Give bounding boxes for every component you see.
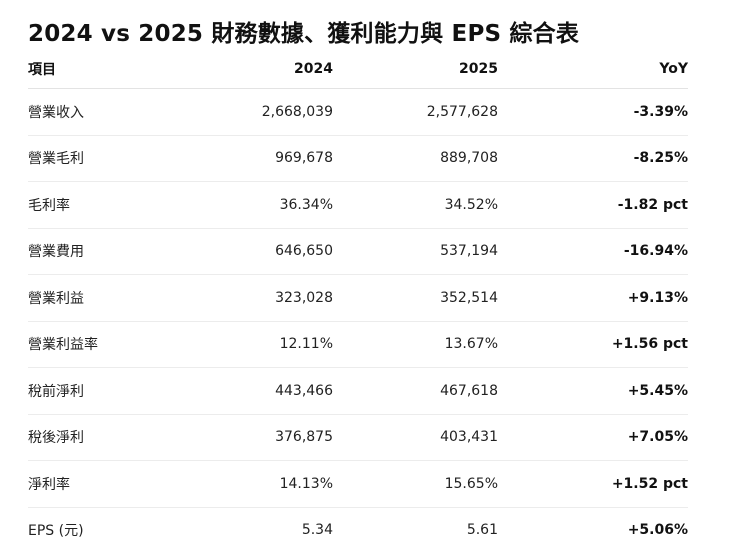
row-item-label: 營業利益率 [28,321,178,368]
value-2024: 12.11% [178,321,333,368]
value-2024: 36.34% [178,181,333,229]
value-2024: 14.13% [178,460,333,508]
row-item-label: 淨利率 [28,460,178,508]
table-row: 營業收入 2,668,039 2,577,628 -3.39% [28,88,688,136]
value-2025: 403,431 [333,414,498,461]
page-title: 2024 vs 2025 財務數據、獲利能力與 EPS 綜合表 [28,21,580,47]
value-2024: 376,875 [178,414,333,461]
column-header-2025: 2025 [333,50,498,89]
row-item-label: 營業收入 [28,88,178,136]
table-row: 營業利益 323,028 352,514 +9.13% [28,274,688,322]
column-header-item: 項目 [28,50,178,89]
value-2024: 2,668,039 [178,88,333,136]
value-2024: 646,650 [178,228,333,275]
value-2025: 467,618 [333,367,498,415]
value-2024: 969,678 [178,135,333,182]
value-2025: 2,577,628 [333,88,498,136]
value-yoy: +5.06% [627,522,688,539]
value-yoy: +1.52 pct [498,460,688,508]
table-header-row: 項目 2024 2025 YoY [28,50,688,89]
value-2025: 15.65% [333,460,498,508]
value-yoy: -1.82 pct [498,181,688,229]
value-yoy: +7.05% [498,414,688,461]
value-2025: 5.61 [466,522,498,539]
row-item-label: 稅後淨利 [28,414,178,461]
row-item-label: 毛利率 [28,181,178,229]
table-row: 營業費用 646,650 537,194 -16.94% [28,228,688,275]
value-yoy: +5.45% [498,367,688,415]
row-item-label: 稅前淨利 [28,367,178,415]
value-yoy: +1.56 pct [498,321,688,368]
value-2025: 537,194 [333,228,498,275]
row-item-label: 營業毛利 [28,135,178,182]
value-2024: 323,028 [178,274,333,322]
value-2025: 352,514 [333,274,498,322]
value-2025: 13.67% [333,321,498,368]
row-item-label: 營業費用 [28,228,178,275]
row-item-label: EPS (元) [28,523,84,540]
table-row: 稅後淨利 376,875 403,431 +7.05% [28,414,688,461]
value-2025: 889,708 [333,135,498,182]
table-row: 營業利益率 12.11% 13.67% +1.56 pct [28,321,688,368]
table-row: 毛利率 36.34% 34.52% -1.82 pct [28,181,688,229]
table-row: 營業毛利 969,678 889,708 -8.25% [28,135,688,182]
value-2024: 5.34 [301,522,333,539]
value-yoy: -16.94% [498,228,688,275]
row-item-label: 營業利益 [28,274,178,322]
value-yoy: -8.25% [498,135,688,182]
column-header-2024: 2024 [178,50,333,89]
table-row: EPS (元) 5.34 5.61 +5.06% [28,507,688,553]
column-header-yoy: YoY [498,50,688,89]
table-row: 稅前淨利 443,466 467,618 +5.45% [28,367,688,415]
value-yoy: -3.39% [498,88,688,136]
table-row: 淨利率 14.13% 15.65% +1.52 pct [28,460,688,508]
value-2025: 34.52% [333,181,498,229]
value-2024: 443,466 [178,367,333,415]
financial-summary-table: 項目 2024 2025 YoY 營業收入 2,668,039 2,577,62… [28,50,688,553]
value-yoy: +9.13% [498,274,688,322]
